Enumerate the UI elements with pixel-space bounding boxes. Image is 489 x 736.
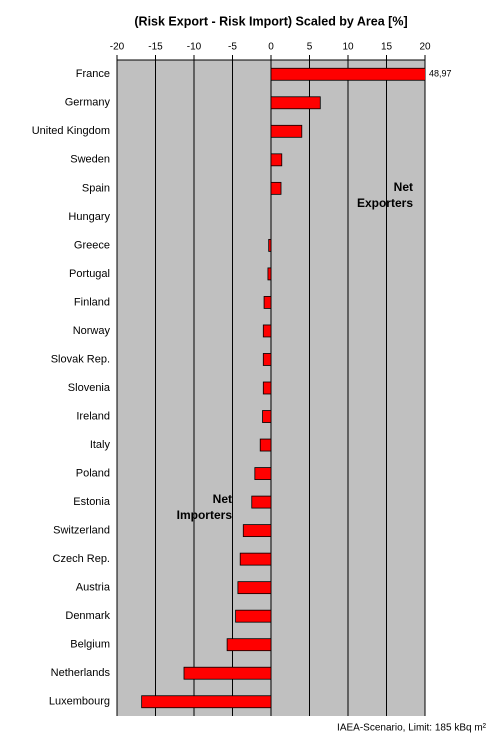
y-tick-label: Belgium	[70, 639, 110, 651]
bar	[183, 666, 272, 680]
bar	[254, 467, 272, 480]
y-tick-label: Germany	[65, 97, 111, 109]
x-tick-label: -5	[228, 42, 237, 53]
bar	[262, 324, 272, 338]
x-tick-label: 20	[419, 42, 431, 53]
bar	[263, 296, 272, 309]
y-tick-label: Netherlands	[51, 667, 111, 679]
bar	[262, 381, 272, 395]
bar	[270, 153, 283, 167]
bar	[242, 524, 272, 538]
bar	[235, 609, 272, 623]
bar	[268, 238, 272, 252]
x-tick-label: -20	[110, 42, 125, 53]
bar	[237, 581, 272, 595]
bar	[239, 552, 272, 566]
bar	[270, 124, 303, 138]
y-tick-label: Estonia	[73, 496, 111, 508]
y-tick-label: Luxembourg	[49, 696, 110, 708]
x-tick-label: 0	[268, 42, 274, 53]
y-tick-label: Slovenia	[68, 382, 111, 394]
bar	[259, 438, 272, 452]
y-tick-label: Ireland	[76, 410, 110, 422]
x-tick-label: 10	[342, 42, 354, 53]
y-tick-label: Czech Rep.	[53, 553, 110, 565]
bar	[251, 495, 272, 509]
y-tick-label: Switzerland	[53, 525, 110, 537]
y-tick-label: Finland	[74, 296, 110, 308]
y-tick-label: France	[76, 68, 110, 80]
x-tick-label: 15	[381, 42, 393, 53]
bar	[270, 181, 282, 195]
bars	[141, 67, 425, 709]
annotation: Importers	[177, 508, 233, 522]
y-tick-label: Denmark	[65, 610, 110, 622]
y-tick-label: Portugal	[69, 268, 110, 280]
y-tick-label: Poland	[76, 467, 110, 479]
footnote: IAEA-Scenario, Limit: 185 kBq m²	[337, 723, 487, 734]
bar	[270, 67, 425, 81]
y-tick-label: Greece	[74, 239, 110, 251]
bar	[262, 410, 272, 423]
y-tick-label: Sweden	[70, 154, 110, 166]
bar	[270, 96, 321, 110]
y-tick-label: Hungary	[68, 211, 110, 223]
x-tick-label: 5	[307, 42, 313, 53]
annotation: Exporters	[357, 196, 413, 210]
y-tick-label: Slovak Rep.	[51, 353, 110, 365]
value-label: 48,97	[429, 69, 452, 79]
y-tick-label: Austria	[76, 582, 111, 594]
bar	[226, 638, 272, 652]
y-tick-label: Spain	[82, 182, 110, 194]
bar	[141, 695, 272, 709]
y-tick-label: United Kingdom	[32, 125, 110, 137]
y-tick-label: Italy	[90, 439, 111, 451]
annotation: Net	[394, 180, 413, 194]
x-tick-label: -15	[148, 42, 163, 53]
x-tick-label: -10	[187, 42, 202, 53]
y-tick-label: Norway	[73, 325, 111, 337]
chart-title: (Risk Export - Risk Import) Scaled by Ar…	[134, 14, 407, 28]
bar	[267, 267, 272, 281]
bar	[262, 353, 272, 366]
annotation: Net	[213, 492, 232, 506]
